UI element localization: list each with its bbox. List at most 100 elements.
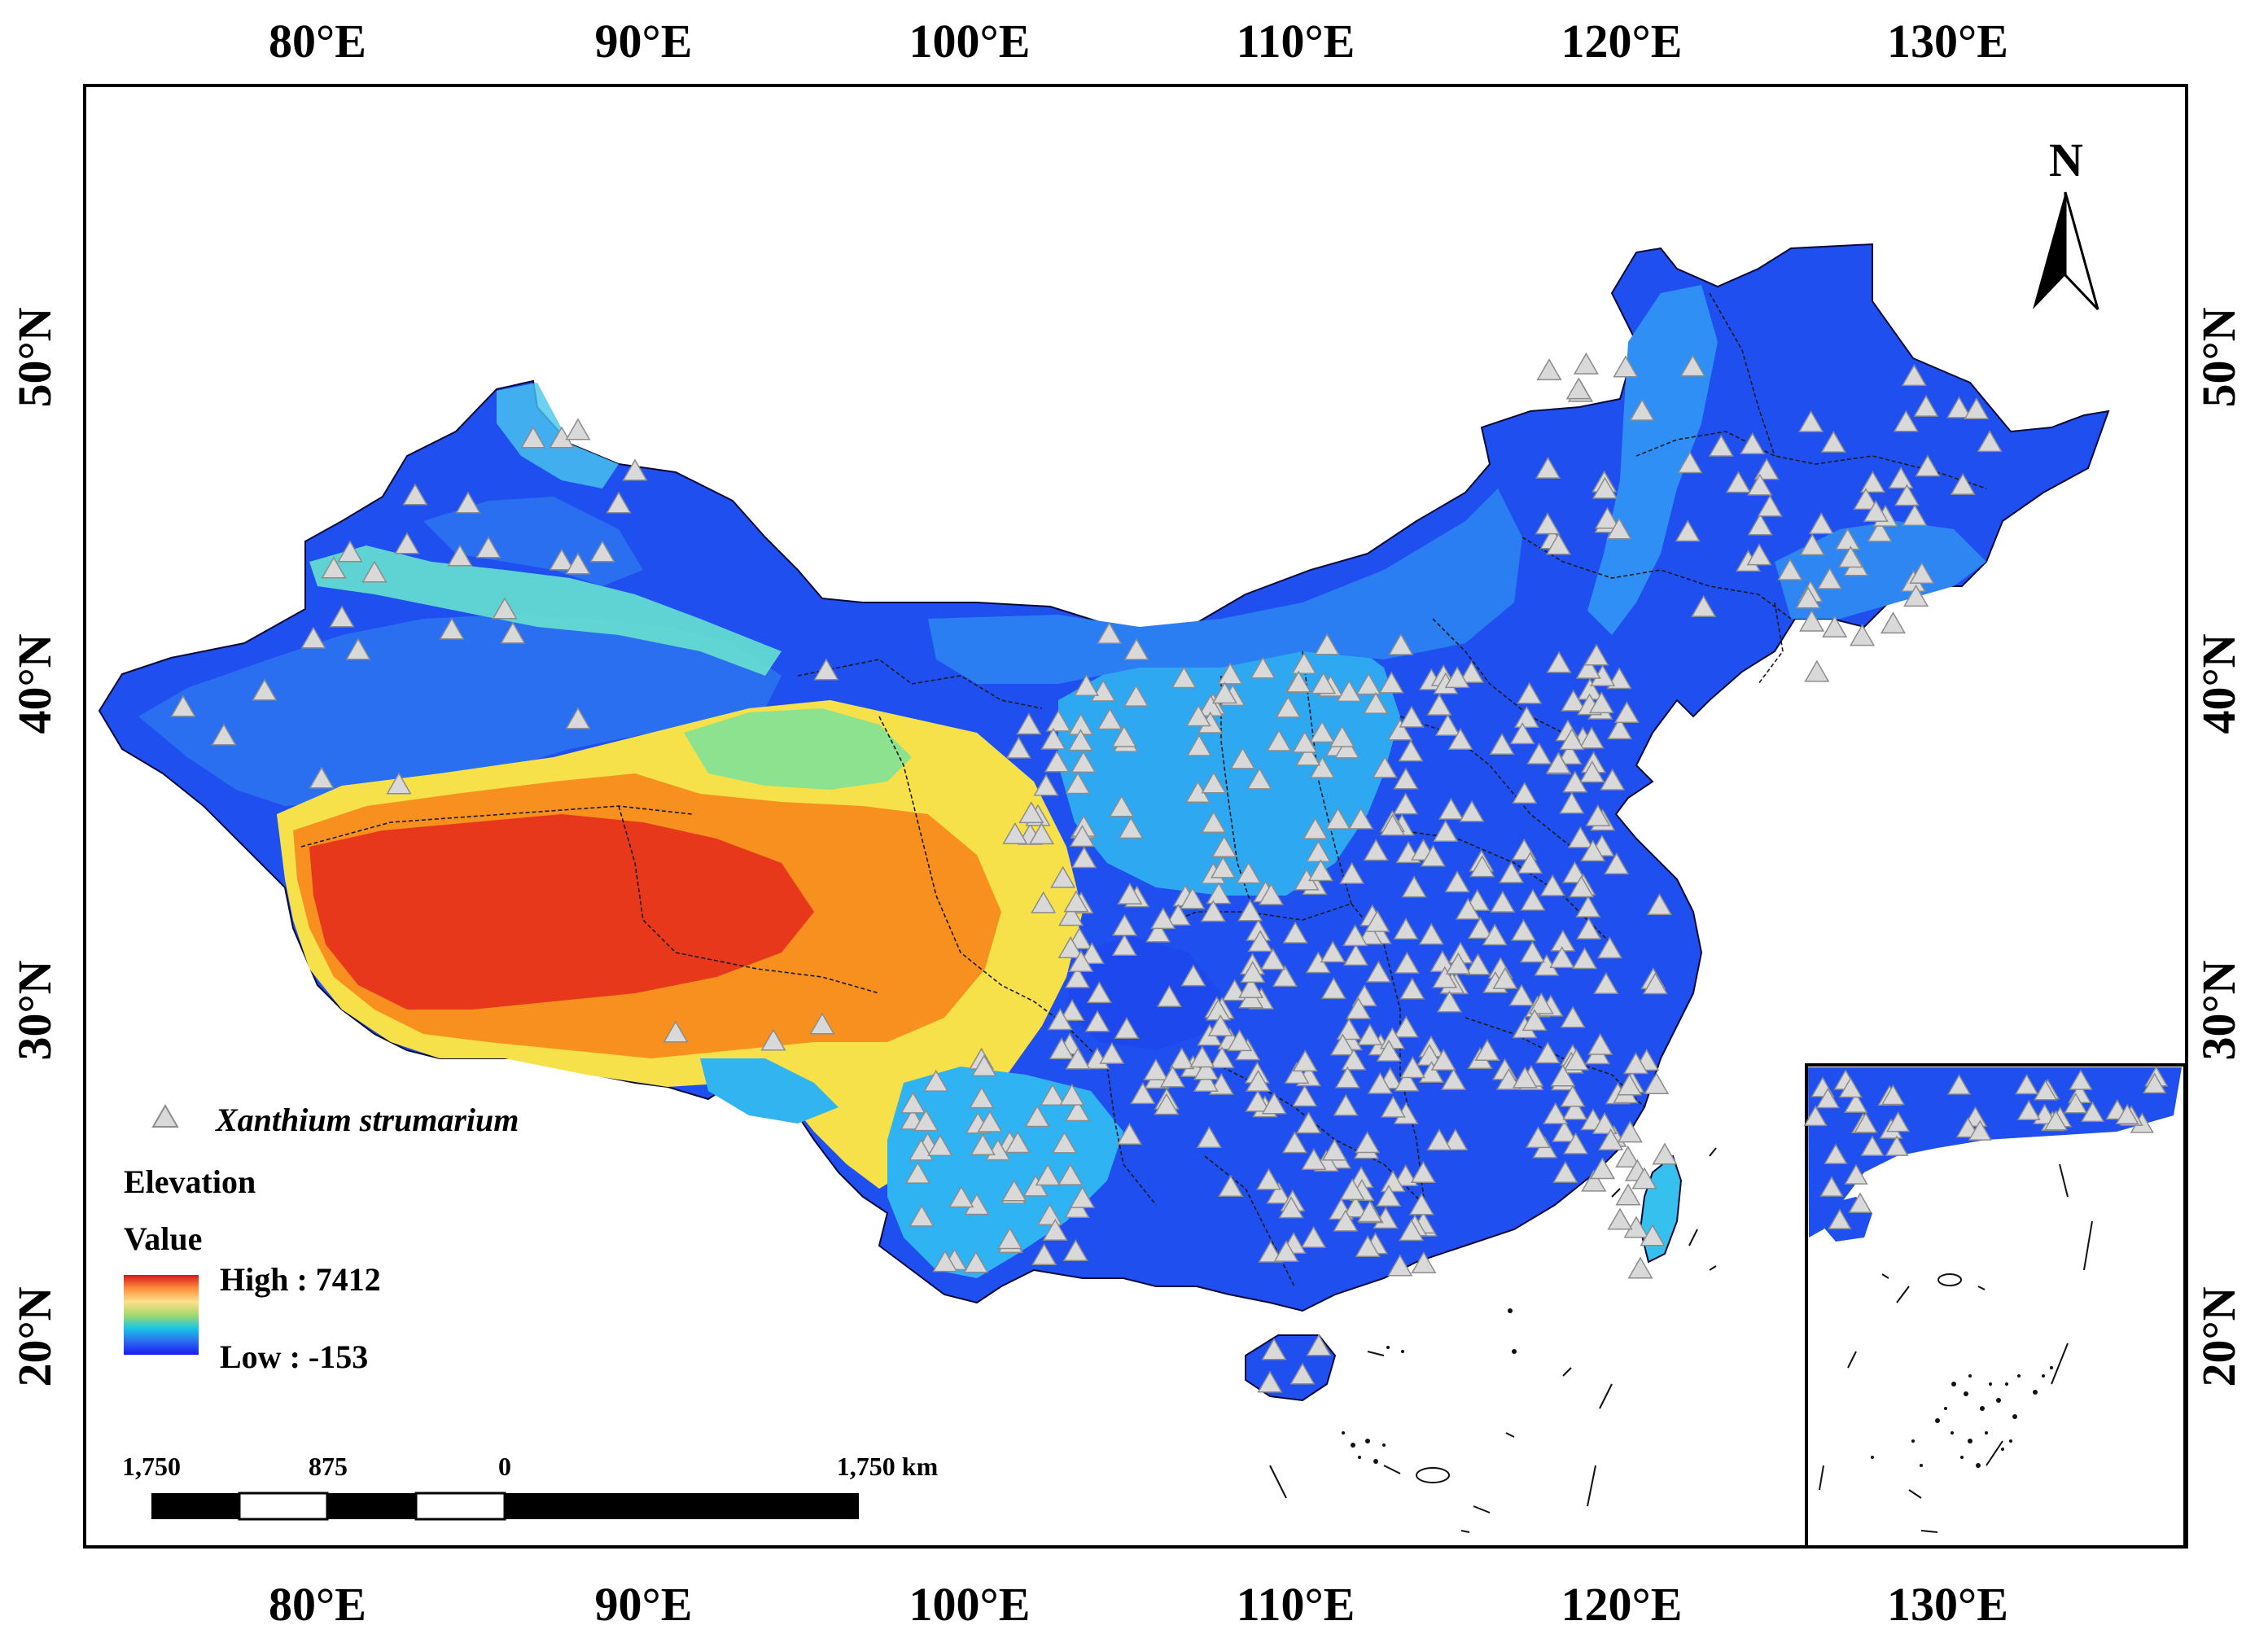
lon-tick-top-5: 130°E	[1887, 15, 2008, 68]
occurrence-marker-205	[1433, 819, 1459, 842]
inset-marker-34	[1824, 1143, 1848, 1164]
occurrence-marker-104	[1357, 1023, 1383, 1046]
occurrence-marker-439	[1545, 532, 1572, 555]
occurrence-marker-432	[1835, 528, 1861, 550]
occurrence-marker-229	[1569, 875, 1595, 898]
occurrence-marker-465	[1071, 751, 1097, 773]
occurrence-marker-438	[1565, 377, 1592, 400]
occurrence-marker-5	[1309, 756, 1335, 778]
north-label: N	[2049, 134, 2083, 186]
occurrence-marker-390	[923, 1069, 949, 1092]
occurrence-marker-318	[1200, 900, 1226, 922]
occurrence-marker-169	[1333, 1209, 1359, 1232]
occurrence-marker-284	[1575, 895, 1601, 918]
occurrence-marker-192	[1459, 660, 1485, 683]
occurrence-marker-507	[520, 426, 546, 449]
occurrence-marker-153	[1333, 1093, 1359, 1116]
occurrence-marker-278	[1596, 936, 1622, 959]
occurrence-marker-119	[1240, 961, 1266, 983]
occurrence-marker-17	[1123, 684, 1149, 707]
occurrence-marker-489	[386, 772, 412, 795]
occurrence-marker-195	[1513, 705, 1539, 728]
occurrence-marker-148	[1321, 1138, 1347, 1161]
occurrence-marker-137	[1387, 1254, 1413, 1277]
occurrence-marker-177	[1399, 1056, 1425, 1079]
occurrence-marker-519	[1306, 1334, 1332, 1356]
occurrence-marker-338	[1180, 964, 1206, 987]
graticule-labels: 80°E 80°E 90°E 90°E 100°E 100°E 110°E 110°E 120°…	[8, 15, 2245, 1631]
occurrence-marker-176	[1380, 1095, 1406, 1118]
occurrence-marker-435	[1859, 471, 1886, 493]
occurrence-marker-295	[1521, 1009, 1548, 1032]
occurrence-marker-267	[1592, 1111, 1618, 1134]
occurrence-marker-211	[1459, 799, 1485, 822]
occurrence-marker-68	[1305, 840, 1332, 863]
occurrence-marker-513	[760, 1028, 786, 1051]
occurrence-marker-115	[1206, 882, 1232, 905]
occurrence-marker-228	[1580, 839, 1606, 862]
occurrence-marker-210	[1489, 732, 1515, 755]
occurrence-marker-497	[447, 544, 473, 567]
occurrence-marker-333	[1156, 984, 1182, 1007]
occurrence-marker-444	[1903, 585, 1929, 607]
lon-tick-top-1: 90°E	[595, 15, 693, 68]
occurrence-marker-277	[1474, 1038, 1500, 1061]
occurrence-marker-389	[1001, 1179, 1027, 1202]
occurrence-marker-58	[1111, 725, 1137, 747]
occurrence-marker-171	[1334, 1066, 1360, 1089]
inset-marker-39	[1885, 1135, 1909, 1156]
occurrence-marker-139	[1411, 1251, 1437, 1274]
occurrence-marker-113	[1346, 997, 1372, 1019]
occurrence-marker-487	[252, 678, 278, 701]
scale-bar: 1,750 875 0 1,750 km	[122, 1452, 939, 1521]
occurrence-marker-92	[1320, 940, 1346, 963]
occurrence-marker-79	[1272, 965, 1298, 988]
occurrence-marker-330	[1143, 1058, 1169, 1080]
tarim-basin	[138, 615, 782, 806]
occurrence-marker-446	[1754, 458, 1780, 480]
occurrence-marker-173	[1255, 1167, 1282, 1190]
inset-reefs	[1871, 1366, 2053, 1468]
inset-marker-28	[1815, 1087, 1840, 1109]
inset-marker-35	[1844, 1163, 1868, 1185]
occurrence-marker-490	[300, 626, 326, 649]
occurrence-marker-326	[1086, 981, 1112, 1004]
inset-marker-33	[1886, 1111, 1911, 1132]
occurrence-marker-359	[1068, 949, 1094, 972]
occurrence-marker-47	[1118, 817, 1144, 839]
occurrence-marker-504	[606, 491, 632, 514]
scale-segment-3	[327, 1493, 416, 1519]
occurrence-marker-39	[1185, 704, 1211, 727]
occurrence-marker-55	[1311, 672, 1337, 694]
occurrence-marker-160	[1355, 1234, 1381, 1257]
occurrence-marker-437	[1679, 354, 1705, 377]
occurrence-marker-369	[1059, 1083, 1085, 1106]
occurrence-marker-353	[1047, 1008, 1073, 1031]
occurrence-marker-372	[1022, 1174, 1049, 1197]
lon-tick-bottom-2: 100°E	[909, 1578, 1031, 1631]
occurrence-marker-10	[1393, 792, 1419, 815]
occurrence-marker-311	[1445, 952, 1471, 975]
occurrence-marker-308	[1512, 1066, 1538, 1089]
occurrence-marker-217	[1575, 656, 1601, 679]
occurrence-marker-486	[211, 723, 237, 746]
occurrence-marker-358	[1154, 1093, 1180, 1115]
occurrence-marker-116	[1376, 1039, 1402, 1062]
occurrence-marker-512	[663, 1020, 689, 1043]
lon-tick-top-3: 110°E	[1237, 15, 1355, 68]
occurrence-marker-493	[361, 560, 387, 583]
occurrence-marker-269	[1576, 917, 1602, 940]
occurrence-marker-208	[1517, 681, 1543, 704]
occurrence-marker-429	[1594, 506, 1621, 529]
scale-segment-1	[151, 1493, 239, 1519]
occurrence-marker-495	[402, 483, 428, 506]
occurrence-marker-165	[1380, 1170, 1406, 1193]
occurrence-marker-456	[1902, 503, 1928, 526]
occurrence-marker-340	[1059, 999, 1085, 1022]
occurrence-marker-313	[1482, 923, 1508, 946]
occurrence-marker-442	[1804, 659, 1830, 682]
lat-tick-left-2: 30°N	[8, 960, 61, 1060]
lon-tick-bottom-5: 130°E	[1887, 1578, 2008, 1631]
occurrence-marker-36	[1399, 705, 1425, 728]
lat-tick-right-2: 30°N	[2192, 960, 2245, 1060]
